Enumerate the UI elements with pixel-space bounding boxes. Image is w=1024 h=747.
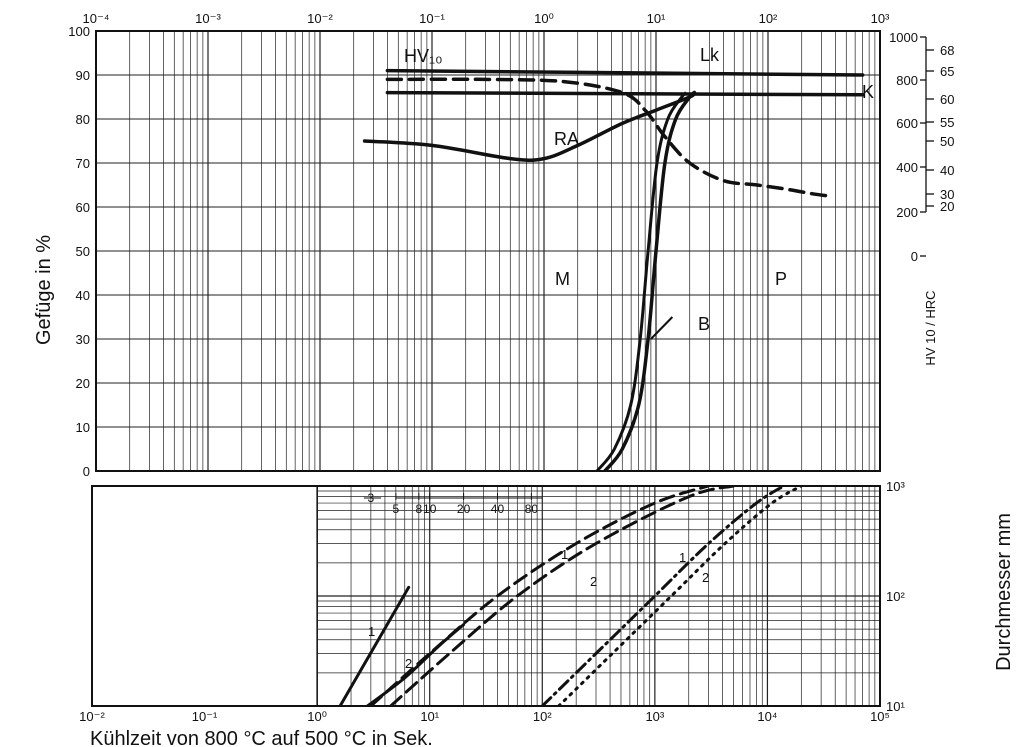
bottom-panel-grid [316, 486, 880, 707]
top-y-tick-label: 90 [76, 68, 90, 83]
hrc-axis-tick-label: 50 [940, 134, 954, 149]
annotation-b-leader [650, 316, 674, 340]
bottom-series-group [338, 486, 803, 706]
top-y-tick-label: 70 [76, 156, 90, 171]
top-y-tick-label: 0 [83, 464, 90, 479]
inner-scale-tick-label: 3 [368, 491, 375, 505]
annotation-b: B [698, 314, 710, 334]
bottom-y-tick-label: 10² [886, 589, 905, 604]
curve-label-solid-2: 2 [405, 656, 412, 671]
series-line-dashed-1 [369, 486, 711, 706]
hv-axis-tick-label: 600 [896, 116, 918, 131]
bottom-x-axis-label: Kühlzeit von 800 °C auf 500 °C in Sek. [90, 728, 433, 747]
top-y-tick-label: 80 [76, 112, 90, 127]
bottom-y-tick-label: 10¹ [886, 699, 905, 714]
hrc-axis-tick-label: 55 [940, 115, 954, 130]
curve-label-solid-1: 1 [368, 624, 375, 639]
top-y-tick-label: 100 [68, 24, 90, 39]
hrc-axis-tick-label: 40 [940, 163, 954, 178]
top-plot-frame [95, 30, 881, 472]
series-line-dash-dot-1 [540, 486, 786, 706]
series-line-dotted-2 [557, 486, 803, 706]
hrc-axis-tick-label: 30 [940, 187, 954, 202]
inner-scale-tick-label: 40 [491, 502, 505, 516]
top-y-tick-label: 10 [76, 420, 90, 435]
series-line-lk [385, 68, 865, 77]
bottom-y-axis-label: Durchmesser mm [993, 513, 1015, 671]
inner-scale-tick-label: 80 [525, 502, 539, 516]
series-line-b-band-edge [595, 91, 688, 471]
hrc-axis-tick-label: 65 [940, 64, 954, 79]
bottom-x-tick-label: 10⁻¹ [192, 709, 218, 724]
top-y-axis-label: Gefüge in % [33, 235, 55, 345]
series-line-k [385, 90, 865, 97]
annotation-k: K [862, 82, 874, 102]
annotation-ra: RA [554, 129, 579, 149]
hrc-axis-tick-label: 60 [940, 92, 954, 107]
top-x-tick-label: 10⁰ [534, 11, 554, 26]
hv-axis-tick-label: 200 [896, 205, 918, 220]
top-y-tick-label: 20 [76, 376, 90, 391]
top-panel-grid [95, 30, 880, 472]
bottom-x-tick-label: 10⁰ [307, 709, 327, 724]
top-y-tick-label: 40 [76, 288, 90, 303]
curve-label-dashed-1: 1 [561, 547, 568, 562]
hv-axis-tick-label: 1000 [889, 30, 918, 45]
hv-axis-tick-label: 400 [896, 160, 918, 175]
top-x-tick-label: 10³ [871, 11, 890, 26]
top-y-tick-label: 30 [76, 332, 90, 347]
bottom-x-tick-label: 10⁴ [757, 709, 777, 724]
hrc-axis-tick-label: 20 [940, 199, 954, 214]
top-y-tick-label: 60 [76, 200, 90, 215]
top-x-tick-label: 10² [759, 11, 778, 26]
inner-scale-tick-label: 5 [392, 502, 399, 516]
top-y-tick-label: 50 [76, 244, 90, 259]
top-x-tick-label: 10⁻⁴ [83, 11, 110, 26]
top-series-group [362, 68, 865, 471]
annotation-lk: Lk [700, 45, 720, 65]
annotation-hv10: HV₁₀ [404, 46, 443, 66]
top-x-tick-label: 10⁻² [307, 11, 333, 26]
series-line-hv10 [385, 77, 831, 198]
bottom-x-tick-label: 10¹ [420, 709, 439, 724]
bottom-y-tick-label: 10³ [886, 479, 905, 494]
curve-label-dotted-2: 2 [702, 570, 709, 585]
top-x-tick-label: 10⁻¹ [419, 11, 445, 26]
bottom-x-tick-label: 10³ [645, 709, 664, 724]
series-line-dashed-2 [389, 486, 735, 706]
region-label-p: P [775, 269, 787, 289]
hrc-axis-tick-label: 68 [940, 43, 954, 58]
bottom-x-tick-label: 10⁻² [79, 709, 105, 724]
inner-scale-tick-label: 20 [457, 502, 471, 516]
top-x-tick-label: 10¹ [647, 11, 666, 26]
right-axis-unit-label: HV 10 / HRC [923, 290, 938, 365]
region-label-m: M [555, 269, 570, 289]
hv-axis-tick-label: 800 [896, 73, 918, 88]
inner-scale-tick-label: 10 [423, 502, 437, 516]
hv-axis-tick-label: 0 [911, 249, 918, 264]
top-x-tick-label: 10⁻³ [195, 11, 221, 26]
top-axis-ticks: 10⁻⁴ 10⁻³ 10⁻² 10⁻¹ 10⁰ 10¹ 10² 10³ 0 10 20 30 40 50 6… [68, 11, 890, 479]
series-line-solid-1 [338, 585, 411, 706]
curve-label-dashdot-1: 1 [679, 550, 686, 565]
bottom-x-tick-label: 10⁵ [870, 709, 890, 724]
series-line-b [603, 90, 697, 471]
bottom-plot-frame [91, 485, 881, 707]
bottom-x-tick-label: 10² [533, 709, 552, 724]
curve-label-dashed-2: 2 [590, 574, 597, 589]
inner-scale-tick-label: 8 [415, 502, 422, 516]
